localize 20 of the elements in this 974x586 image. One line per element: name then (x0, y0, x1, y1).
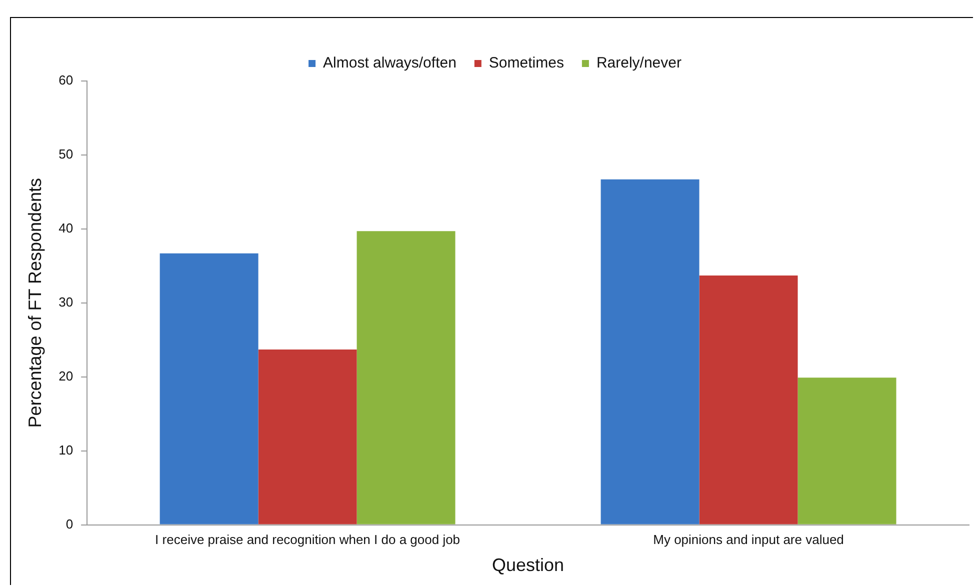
bar (699, 276, 798, 524)
y-tick-label: 60 (58, 72, 74, 88)
bar (356, 231, 456, 524)
y-tick-label: 0 (66, 516, 74, 532)
y-tick-label: 40 (58, 220, 74, 236)
y-tick-label: 10 (58, 442, 74, 458)
legend-label: Rarely/never (596, 54, 682, 72)
x-tick-label: My opinions and input are valued (653, 532, 844, 548)
bar (600, 179, 700, 524)
y-tick-label: 20 (58, 368, 74, 384)
y-tick-label: 50 (58, 146, 74, 162)
x-tick-label: I receive praise and recognition when I do a good job (155, 532, 460, 548)
bar (798, 378, 896, 524)
y-tick-label: 30 (58, 294, 74, 310)
bar (258, 350, 357, 524)
legend-label: Almost always/often (323, 54, 456, 72)
bar (160, 253, 258, 524)
y-axis-title: Percentage of FT Respondents (24, 178, 45, 428)
legend-label: Sometimes (488, 54, 564, 72)
x-axis-title: Question (492, 555, 564, 576)
